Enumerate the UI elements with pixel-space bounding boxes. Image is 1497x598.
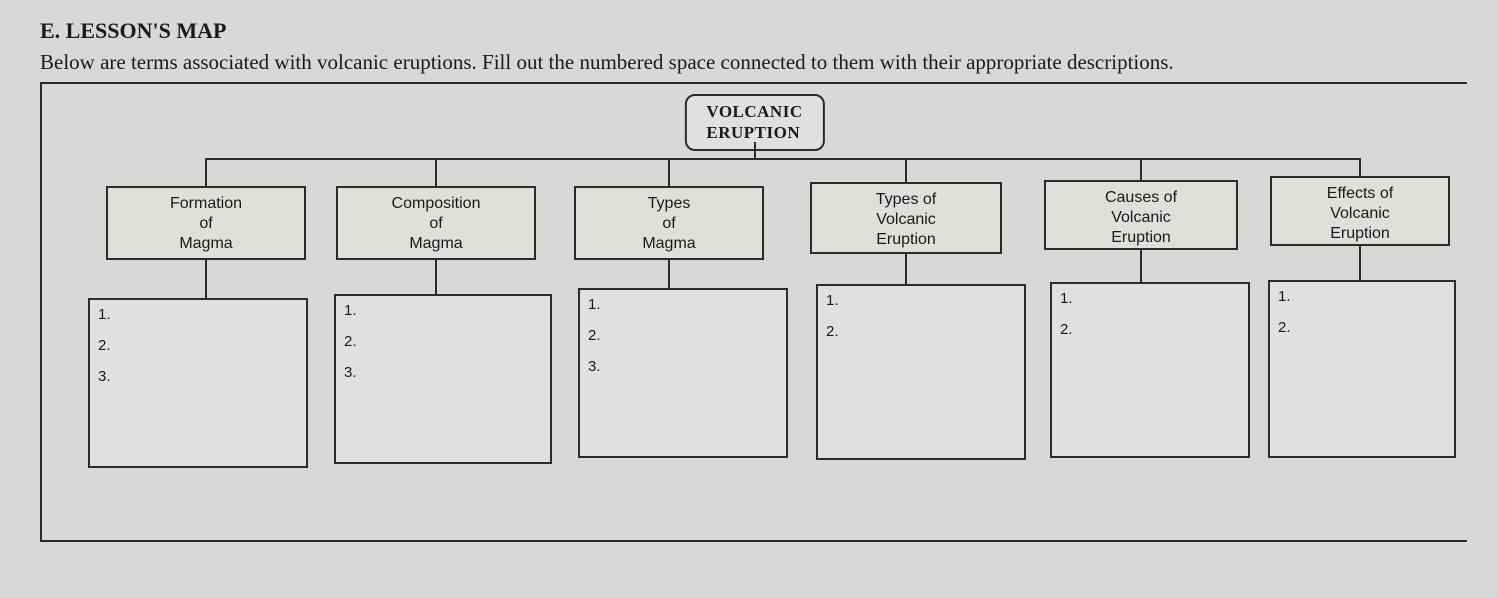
category-line: Composition — [342, 194, 530, 214]
connector-to-category — [905, 158, 907, 182]
root-connector — [754, 142, 756, 158]
answer-slot: 3. — [98, 368, 298, 385]
connector-to-answers — [1359, 246, 1361, 280]
category-line: Types — [580, 194, 758, 214]
category-line: Volcanic — [816, 210, 996, 230]
connector-to-answers — [435, 260, 437, 294]
diagram-frame: VOLCANIC ERUPTION FormationofMagma1.2.3.… — [40, 82, 1467, 542]
answer-slot: 2. — [344, 333, 542, 350]
answer-slot: 1. — [1060, 290, 1240, 307]
connector-to-answers — [668, 260, 670, 288]
section-title: E. LESSON'S MAP — [40, 18, 1467, 44]
answers-types-eruption: 1. 2. — [816, 284, 1026, 460]
category-effects: Effects ofVolcanicEruption — [1270, 176, 1450, 246]
category-line: Types of — [816, 190, 996, 210]
category-line: Magma — [112, 234, 300, 254]
answer-slot: 2. — [826, 323, 1016, 340]
category-causes: Causes ofVolcanicEruption — [1044, 180, 1238, 250]
category-types-eruption: Types ofVolcanicEruption — [810, 182, 1002, 254]
answer-slot: 1. — [98, 306, 298, 323]
category-line: of — [112, 214, 300, 234]
category-line: Volcanic — [1276, 204, 1444, 224]
connector-to-category — [205, 158, 207, 186]
answer-slot: 2. — [588, 327, 778, 344]
category-line: Magma — [342, 234, 530, 254]
connector-to-answers — [905, 254, 907, 284]
root-line2: ERUPTION — [706, 123, 802, 143]
answer-slot: 2. — [98, 337, 298, 354]
instructions-text: Below are terms associated with volcanic… — [40, 48, 1340, 76]
answers-causes: 1. 2. — [1050, 282, 1250, 458]
answers-formation: 1. 2. 3. — [88, 298, 308, 468]
category-line: of — [342, 214, 530, 234]
answer-slot: 2. — [1060, 321, 1240, 338]
category-line: of — [580, 214, 758, 234]
category-composition: CompositionofMagma — [336, 186, 536, 260]
connector-to-category — [1359, 158, 1361, 176]
answer-slot: 1. — [588, 296, 778, 313]
connector-to-answers — [1140, 250, 1142, 282]
connector-to-category — [1140, 158, 1142, 180]
answer-slot: 1. — [344, 302, 542, 319]
category-line: Eruption — [1276, 224, 1444, 244]
answer-slot: 1. — [826, 292, 1016, 309]
category-types-magma: TypesofMagma — [574, 186, 764, 260]
answers-types-magma: 1. 2. 3. — [578, 288, 788, 458]
horizontal-bus — [206, 158, 1360, 160]
connector-to-answers — [205, 260, 207, 298]
connector-to-category — [435, 158, 437, 186]
category-line: Effects of — [1276, 184, 1444, 204]
category-line: Eruption — [1050, 228, 1232, 248]
category-line: Causes of — [1050, 188, 1232, 208]
answer-slot: 2. — [1278, 319, 1446, 336]
root-line1: VOLCANIC — [706, 102, 802, 122]
category-line: Volcanic — [1050, 208, 1232, 228]
answers-effects: 1. 2. — [1268, 280, 1456, 458]
category-line: Eruption — [816, 230, 996, 250]
answer-slot: 3. — [588, 358, 778, 375]
answer-slot: 3. — [344, 364, 542, 381]
lesson-map-diagram: VOLCANIC ERUPTION FormationofMagma1.2.3.… — [56, 94, 1453, 530]
answers-composition: 1. 2. 3. — [334, 294, 552, 464]
category-line: Formation — [112, 194, 300, 214]
answer-slot: 1. — [1278, 288, 1446, 305]
category-line: Magma — [580, 234, 758, 254]
category-formation: FormationofMagma — [106, 186, 306, 260]
connector-to-category — [668, 158, 670, 186]
